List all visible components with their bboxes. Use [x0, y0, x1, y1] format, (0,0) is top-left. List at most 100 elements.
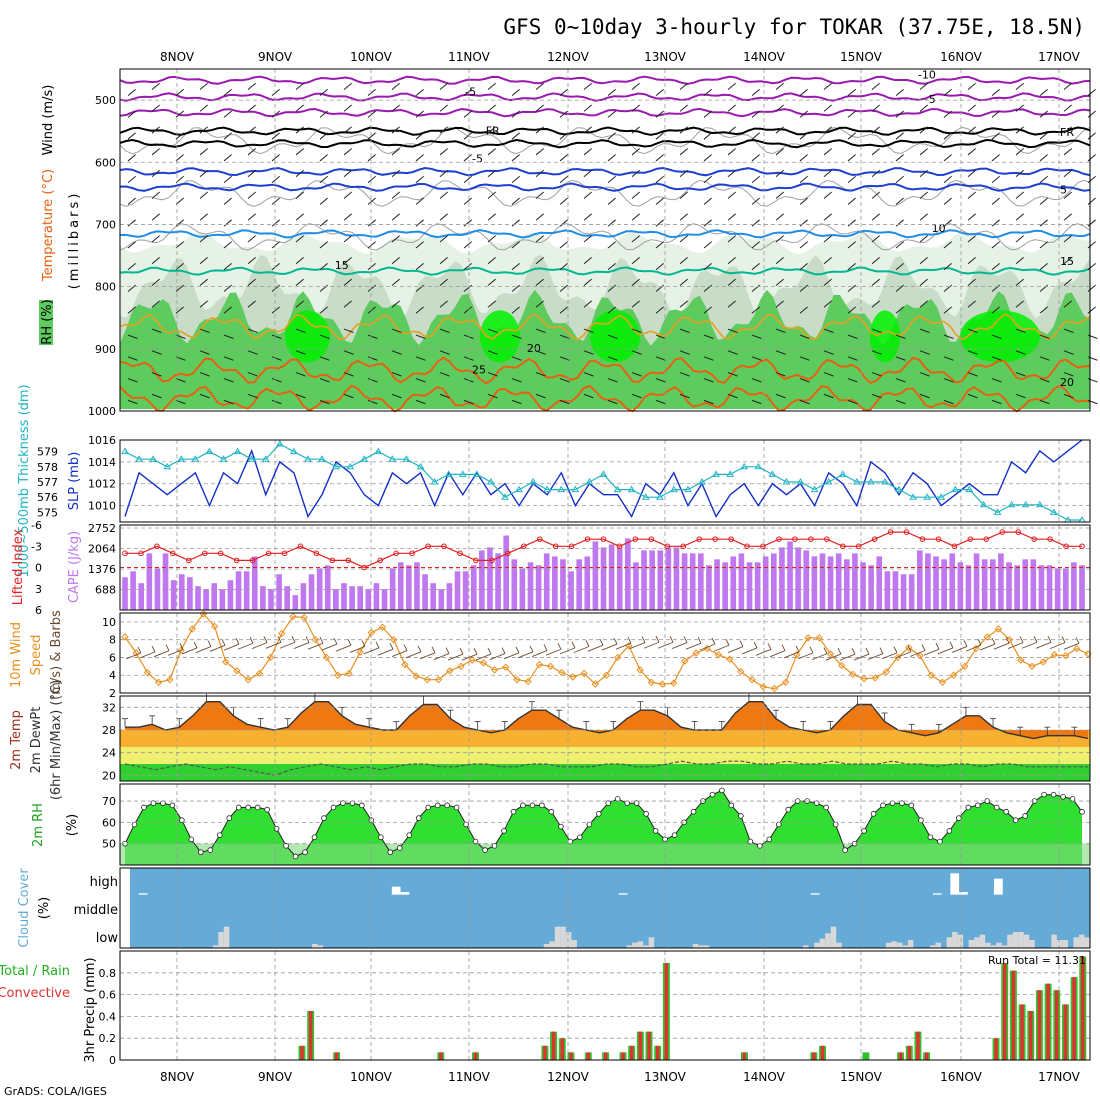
wind-barb: [1063, 169, 1072, 178]
wind-barb: [151, 148, 160, 156]
rh2m-marker: [434, 802, 441, 809]
wind-barb: [271, 132, 280, 140]
rh2m-marker: [832, 821, 839, 828]
wind-speed-marker: [412, 672, 420, 680]
wind-barb-10m: [531, 650, 548, 658]
wind-barb-10m: [349, 646, 366, 653]
wind-speed-marker: [983, 633, 991, 641]
wind-barb: [679, 393, 690, 399]
wind-barb-10m: [445, 647, 450, 654]
wind-barb: [655, 197, 664, 205]
thickness-marker: [233, 447, 242, 455]
wind-barb-10m: [517, 651, 534, 659]
wind-barb: [535, 256, 544, 265]
wind-barb: [247, 328, 258, 333]
wind-barb: [631, 393, 642, 399]
li-tick-label: 0: [35, 562, 42, 575]
wind-barb-10m: [417, 645, 422, 652]
wind-tick-label: 8: [109, 634, 116, 647]
cape-bar: [527, 562, 534, 610]
rh2m-marker: [141, 804, 147, 811]
cape-bar: [243, 571, 250, 610]
wind-barb: [991, 110, 1000, 118]
wind-barb-10m: [529, 645, 534, 653]
cape-bar: [543, 553, 550, 610]
thickness-marker: [937, 493, 946, 500]
wind-barb: [463, 132, 472, 140]
wind-barb: [751, 241, 760, 249]
wind-barb: [391, 256, 400, 265]
wind-speed-marker: [658, 680, 667, 688]
wind-barb: [919, 328, 930, 333]
wind-barb-10m: [251, 642, 268, 650]
rh2m-marker: [349, 800, 356, 806]
wind-barb: [175, 88, 184, 97]
wind-barb: [151, 328, 162, 333]
li-marker: [728, 536, 734, 542]
wind-barb: [943, 284, 952, 292]
rh2m-marker: [918, 817, 924, 824]
wind-barb: [679, 328, 690, 333]
wind-barb: [487, 169, 496, 178]
contour-label: -5: [465, 86, 476, 99]
thickness-tick-label: 576: [37, 491, 58, 504]
rh2m-marker: [359, 802, 365, 809]
rh-shading-bright: [870, 310, 900, 363]
wind-barb: [127, 306, 136, 314]
wind-barb: [991, 219, 1000, 227]
wind-barb: [439, 372, 450, 377]
wind-barb: [631, 191, 640, 199]
wind-barb: [391, 278, 400, 286]
wind-barb: [1015, 300, 1024, 308]
pressure-tick-label: 500: [95, 94, 116, 107]
thickness-marker: [923, 493, 932, 500]
thickness-marker: [669, 485, 678, 493]
wind-speed-marker: [166, 675, 174, 684]
wind-barb: [823, 300, 832, 308]
wind-barb: [367, 110, 376, 118]
wind-barb: [1039, 334, 1050, 339]
cloud-low-bar: [985, 942, 991, 948]
wind-barb-10m: [669, 636, 674, 643]
wind-barb: [1063, 191, 1072, 199]
rh2m-marker: [321, 815, 327, 821]
thickness-marker: [135, 455, 143, 462]
slp-frame: [119, 439, 1091, 523]
wind-barb: [1039, 356, 1050, 361]
date-label-top: 13NOV: [644, 50, 686, 64]
wind-barb: [967, 278, 976, 286]
wind-barb-10m: [363, 647, 380, 655]
wind-barb: [823, 235, 832, 243]
wind-barb: [511, 334, 522, 339]
wind-barb: [1063, 256, 1072, 265]
li-marker: [903, 529, 910, 535]
cape-bar: [819, 553, 826, 610]
rh2m-marker: [1022, 813, 1028, 819]
wind-barb: [703, 241, 712, 249]
wind-barb: [199, 191, 208, 199]
wind-barb: [967, 235, 976, 243]
wind-barb-10m: [391, 650, 408, 657]
wind-barb-10m: [937, 647, 954, 655]
cloud-panel: high middle low Cloud Cover (%): [17, 867, 1091, 949]
date-label-bottom: 13NOV: [644, 1070, 686, 1084]
temp-band-green: [120, 764, 1090, 781]
wind-barb: [751, 262, 760, 271]
wind-barb: [439, 126, 448, 134]
temp-tick-label: 20: [102, 769, 116, 782]
wind-barb: [943, 88, 952, 97]
wind-barb: [919, 278, 928, 286]
wind-barb: [967, 393, 978, 399]
cape-bar: [324, 565, 331, 610]
wind-speed-marker: [770, 684, 779, 693]
wind-barb: [487, 300, 496, 308]
wind-barb: [223, 356, 234, 361]
cloud-low-bar: [896, 942, 903, 948]
wind-barb-10m: [153, 650, 170, 658]
cape-bar: [641, 550, 647, 610]
wind-barb: [127, 110, 136, 118]
wind-speed-marker: [1005, 635, 1014, 644]
wind-speed-marker: [154, 678, 163, 687]
cape-bar: [714, 559, 720, 610]
wind-barb: [823, 393, 834, 399]
